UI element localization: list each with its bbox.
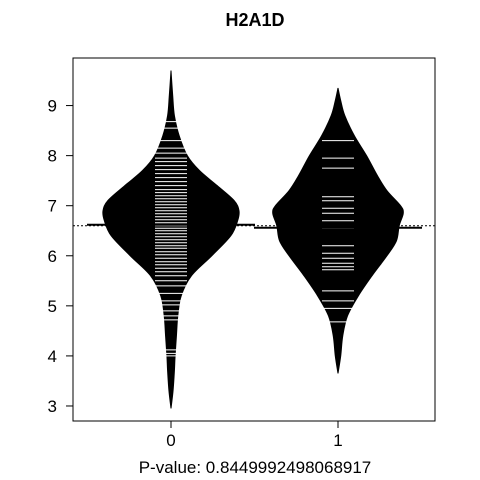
y-tick-label: 4 <box>48 347 57 366</box>
y-tick-label: 6 <box>48 247 57 266</box>
bean-shape-1 <box>272 87 404 374</box>
y-tick-label: 8 <box>48 147 57 166</box>
x-axis-label: P-value: 0.8449992498068917 <box>139 458 372 477</box>
y-tick-label: 9 <box>48 97 57 116</box>
y-tick-label: 7 <box>48 197 57 216</box>
y-axis: 3 4 5 6 7 8 9 <box>48 97 74 416</box>
chart-title: H2A1D <box>225 10 284 30</box>
x-tick-label: 0 <box>166 431 175 450</box>
x-tick-label: 1 <box>333 431 342 450</box>
y-tick-label: 5 <box>48 297 57 316</box>
beans-layer <box>73 70 435 409</box>
y-tick-label: 3 <box>48 397 57 416</box>
